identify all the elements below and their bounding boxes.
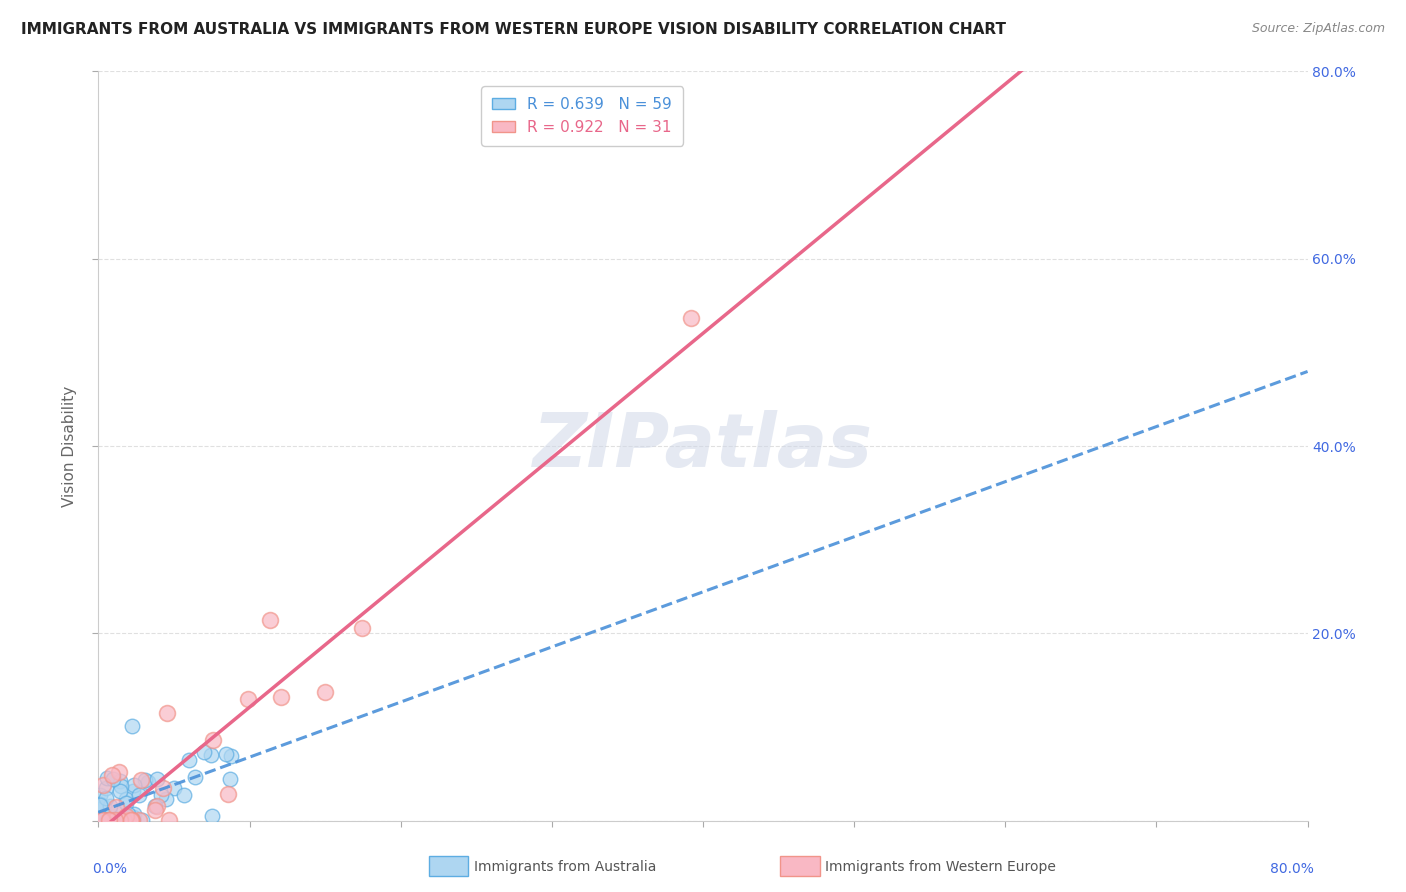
Point (89, 788, 111, 802)
Point (215, 747, 238, 761)
Point (108, 774, 131, 789)
Point (96, 813, 118, 827)
Point (115, 809, 138, 823)
Point (93, 800, 115, 814)
Point (97, 813, 120, 827)
Point (136, 774, 159, 789)
Point (219, 772, 242, 787)
Point (155, 792, 177, 806)
Text: Immigrants from Australia: Immigrants from Australia (474, 860, 657, 874)
Text: Immigrants from Western Europe: Immigrants from Western Europe (825, 860, 1056, 874)
Point (90, 813, 112, 827)
Point (122, 784, 145, 798)
Point (143, 803, 166, 817)
Point (94, 813, 117, 827)
Point (94, 780, 117, 795)
Point (91, 813, 114, 827)
Point (94, 813, 117, 827)
Point (93, 778, 115, 792)
Point (679, 310, 702, 325)
Point (91, 813, 114, 827)
Point (259, 613, 281, 627)
Point (122, 778, 145, 792)
Point (89, 813, 111, 827)
Point (152, 780, 174, 795)
Point (94, 813, 117, 827)
Point (96, 813, 118, 827)
Point (350, 621, 373, 635)
Point (122, 806, 145, 821)
Point (114, 792, 136, 806)
Point (201, 809, 224, 823)
Point (96, 771, 118, 785)
Point (134, 773, 156, 788)
Point (105, 813, 128, 827)
Point (108, 813, 131, 827)
Point (121, 813, 143, 827)
Point (104, 813, 127, 827)
Point (121, 813, 143, 827)
Point (90, 813, 112, 827)
Point (101, 808, 124, 822)
Point (91, 813, 114, 827)
Text: 80.0%: 80.0% (1270, 862, 1313, 876)
Point (131, 813, 153, 827)
Point (270, 690, 292, 705)
Point (179, 753, 201, 767)
Legend: R = 0.639   N = 59, R = 0.922   N = 31: R = 0.639 N = 59, R = 0.922 N = 31 (481, 87, 683, 145)
Point (105, 800, 128, 814)
Point (89, 797, 111, 811)
Y-axis label: Vision Disability: Vision Disability (62, 385, 77, 507)
Point (193, 745, 215, 759)
Point (120, 813, 142, 827)
Point (157, 813, 180, 827)
Point (145, 799, 167, 814)
Point (122, 810, 145, 824)
Point (128, 813, 150, 827)
Point (173, 789, 195, 803)
Point (129, 772, 152, 787)
Point (128, 789, 150, 803)
Point (107, 765, 129, 780)
Point (145, 772, 167, 786)
Point (117, 813, 139, 827)
Point (110, 779, 132, 793)
Point (101, 772, 124, 787)
Point (98, 799, 121, 814)
Point (143, 799, 166, 814)
Point (200, 748, 222, 763)
Point (115, 796, 138, 810)
Point (101, 768, 124, 782)
Point (104, 805, 127, 820)
Text: Source: ZipAtlas.com: Source: ZipAtlas.com (1251, 22, 1385, 36)
Point (202, 733, 225, 747)
Point (219, 748, 242, 763)
Point (101, 813, 124, 827)
Point (100, 813, 122, 827)
Point (314, 684, 336, 698)
Point (91, 813, 114, 827)
Point (163, 781, 186, 796)
Point (90, 813, 112, 827)
Text: ZIPatlas: ZIPatlas (533, 409, 873, 483)
Point (89, 797, 111, 812)
Point (149, 789, 172, 803)
Text: 0.0%: 0.0% (93, 862, 128, 876)
Point (115, 809, 138, 823)
Point (120, 813, 142, 827)
Point (94, 790, 117, 805)
Point (184, 770, 207, 784)
Point (236, 691, 259, 706)
Point (117, 806, 139, 821)
Point (217, 787, 239, 801)
Point (121, 719, 143, 733)
Point (98, 813, 121, 827)
Point (114, 813, 136, 827)
Point (156, 706, 179, 720)
Point (110, 784, 132, 798)
Point (94, 808, 117, 822)
Text: IMMIGRANTS FROM AUSTRALIA VS IMMIGRANTS FROM WESTERN EUROPE VISION DISABILITY CO: IMMIGRANTS FROM AUSTRALIA VS IMMIGRANTS … (21, 22, 1007, 37)
Point (112, 811, 135, 825)
Point (100, 813, 122, 827)
